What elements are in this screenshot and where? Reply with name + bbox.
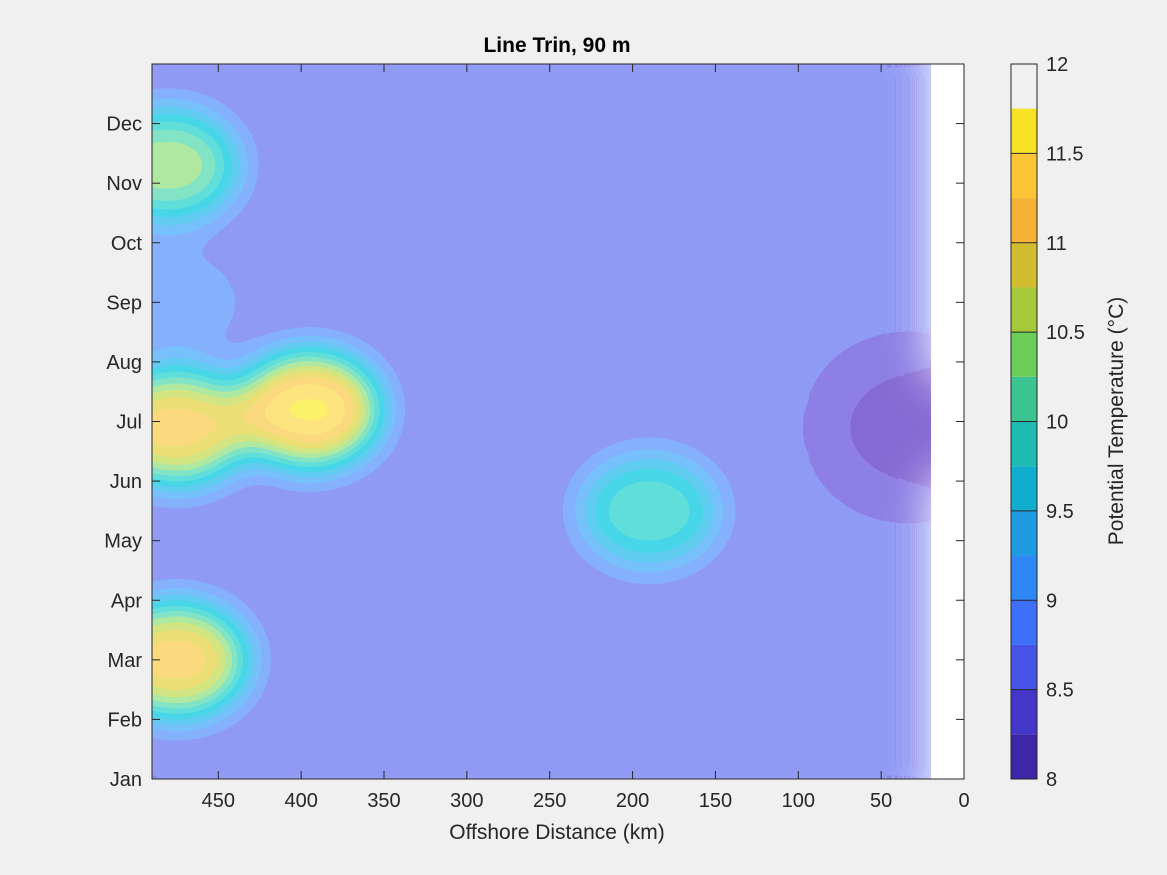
colorbar-band bbox=[1011, 510, 1037, 556]
contour-feature bbox=[152, 604, 247, 715]
contour-feature bbox=[239, 354, 380, 465]
colorbar-band bbox=[1011, 242, 1037, 288]
colorbar-band bbox=[1011, 466, 1037, 511]
colorbar: 8 8.5 9 9.5 10 10.5 11 11.5 12 Potential Tempera… bbox=[1010, 54, 1128, 791]
chart-title: Line Trin, 90 m bbox=[483, 34, 630, 57]
x-tick-label: 50 bbox=[870, 790, 892, 812]
colorbar-band bbox=[1011, 689, 1037, 735]
colorbar-band bbox=[1011, 287, 1037, 333]
x-tick-label: 200 bbox=[616, 790, 649, 812]
colorbar-band bbox=[1011, 332, 1037, 377]
y-tick-label: Aug bbox=[106, 352, 142, 374]
x-tick-label: 350 bbox=[367, 790, 400, 812]
contour-feature bbox=[579, 455, 720, 566]
colorbar-tick-label: 11.5 bbox=[1046, 143, 1083, 165]
y-tick-label: Nov bbox=[106, 173, 142, 195]
x-tick-label: 400 bbox=[284, 790, 317, 812]
contour-feature bbox=[152, 110, 239, 221]
colorbar-band bbox=[1011, 421, 1037, 467]
x-tick-label: 0 bbox=[958, 790, 969, 812]
colorbar-band bbox=[1011, 555, 1037, 601]
x-tick-label: 450 bbox=[202, 790, 235, 812]
y-axis: Jan Feb Mar Apr May Jun Jul Aug Sep Oct Nov Dec bbox=[104, 114, 964, 791]
colorbar-tick-label: 9.5 bbox=[1046, 501, 1074, 523]
colorbar-band bbox=[1011, 108, 1037, 154]
y-tick-label: Sep bbox=[106, 292, 142, 314]
y-tick-label: Dec bbox=[106, 114, 142, 136]
y-tick-label: Jun bbox=[110, 471, 142, 493]
colorbar-band bbox=[1011, 734, 1037, 779]
contour-feature bbox=[152, 372, 247, 483]
x-tick-label: 300 bbox=[450, 790, 483, 812]
x-axis-label: Offshore Distance (km) bbox=[449, 821, 665, 844]
y-tick-label: Oct bbox=[111, 233, 143, 255]
colorbar-band bbox=[1011, 376, 1037, 422]
y-tick-label: Feb bbox=[108, 709, 142, 731]
colorbar-tick-label: 8 bbox=[1046, 769, 1057, 791]
colorbar-tick-label: 11 bbox=[1046, 233, 1067, 255]
colorbar-band bbox=[1011, 198, 1037, 243]
colorbar-band bbox=[1011, 644, 1037, 690]
colorbar-tick-label: 8.5 bbox=[1046, 680, 1074, 702]
contour-field bbox=[152, 64, 931, 779]
colorbar-band bbox=[1011, 153, 1037, 199]
y-tick-label: Jul bbox=[116, 412, 142, 434]
colorbar-tick-label: 12 bbox=[1046, 54, 1068, 76]
y-tick-label: Apr bbox=[111, 590, 142, 612]
y-tick-label: Jan bbox=[110, 769, 142, 791]
x-tick-label: 100 bbox=[782, 790, 815, 812]
colorbar-tick-label: 10.5 bbox=[1046, 322, 1085, 344]
contour-feature bbox=[152, 247, 247, 358]
x-tick-label: 250 bbox=[533, 790, 566, 812]
y-tick-label: May bbox=[104, 531, 142, 553]
y-tick-label: Mar bbox=[108, 650, 143, 672]
colorbar-band bbox=[1011, 600, 1037, 645]
x-axis: 450 400 350 300 250 200 150 100 50 0 bbox=[202, 64, 970, 812]
contour-feature bbox=[844, 372, 931, 483]
colorbar-tick-label: 9 bbox=[1046, 590, 1057, 612]
colorbar-tick-label: 10 bbox=[1046, 412, 1068, 434]
x-tick-label: 150 bbox=[699, 790, 732, 812]
colorbar-label: Potential Temperature (°C) bbox=[1105, 297, 1128, 545]
